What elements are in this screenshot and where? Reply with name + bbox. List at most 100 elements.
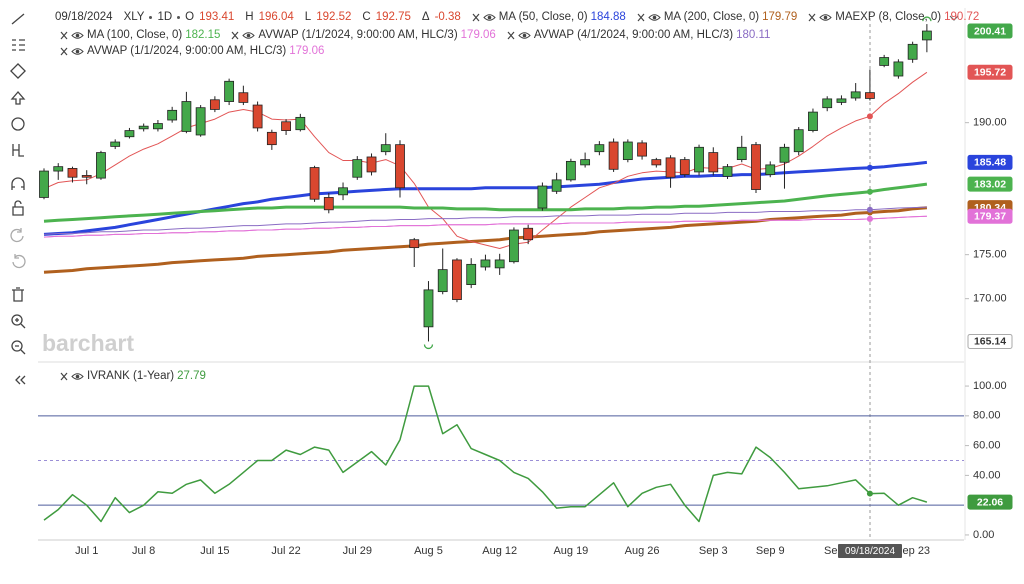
candle-body: [537, 185, 548, 209]
low-label: L: [304, 11, 312, 23]
symbol: XLY: [123, 11, 145, 23]
candle-body: [665, 157, 676, 178]
legend-name: AVWAP (4/1/2024, 9:00:00 AM, HLC/3): [533, 29, 734, 41]
candle-body: [580, 159, 591, 166]
number-tool[interactable]: [11, 117, 25, 131]
candle-body: [67, 168, 78, 178]
x-mark: [808, 13, 816, 21]
lock-tool[interactable]: [12, 200, 24, 216]
y-tick-label: 190.00: [973, 117, 1007, 129]
price-box-label: 200.41: [974, 25, 1006, 37]
candle-body: [836, 98, 847, 103]
eye-outline: [483, 13, 496, 21]
candle-body: [822, 98, 833, 109]
candle-body: [751, 144, 761, 190]
price-box: [967, 176, 1013, 192]
series-line: [43, 206, 928, 274]
collapse-toolbar[interactable]: [15, 375, 26, 385]
remove-study[interactable]: [60, 31, 68, 40]
y-tick-label: 175.00: [973, 249, 1007, 261]
candle-body: [865, 92, 875, 99]
legend-name: AVWAP (1/1/2024, 9:00:00 AM, HLC/3): [258, 29, 458, 41]
toolbar: [10, 13, 26, 385]
legend-item: IVRANK (1-Year) 27.79: [60, 370, 206, 382]
magnet-tool[interactable]: [11, 177, 25, 190]
legend-value: 179.06: [289, 45, 325, 57]
remove-study[interactable]: [231, 31, 239, 40]
legend-item: AVWAP (1/1/2024, 9:00:00 AM, HLC/3) 179.0…: [60, 45, 324, 57]
candle-body: [437, 269, 448, 293]
shape-tool[interactable]: [10, 63, 26, 79]
candle-body: [295, 116, 306, 131]
candle-body: [409, 239, 420, 249]
price-box-label: 195.72: [974, 67, 1006, 79]
low-value: 192.52: [316, 11, 352, 23]
remove-study[interactable]: [60, 372, 68, 381]
visibility-toggle[interactable]: [819, 13, 832, 22]
candle-body: [96, 152, 106, 179]
fib-tool[interactable]: [12, 39, 25, 51]
candle-body: [494, 259, 505, 269]
eye-outline: [71, 47, 84, 55]
price-box-label: 22.06: [977, 496, 1003, 508]
eye-pupil: [522, 33, 527, 37]
zoom-in-tool[interactable]: [11, 314, 23, 326]
legend-row: AVWAP (1/1/2024, 9:00:00 AM, HLC/3) 179.0…: [60, 45, 330, 57]
legend-value: 27.79: [177, 370, 206, 382]
undo-tool[interactable]: [10, 228, 24, 243]
remove-study[interactable]: [60, 47, 68, 56]
x-mark: [60, 372, 68, 380]
eye-outline: [518, 31, 531, 39]
candle-body: [238, 92, 249, 103]
candle-body: [39, 170, 49, 198]
line-tool[interactable]: [11, 13, 25, 25]
price-box: [967, 333, 1013, 349]
separator: [149, 15, 153, 19]
remove-study[interactable]: [507, 31, 515, 40]
visibility-toggle[interactable]: [242, 31, 256, 40]
delete-tool[interactable]: [12, 287, 24, 302]
visibility-toggle[interactable]: [483, 13, 496, 22]
menu-chevron[interactable]: [949, 15, 959, 21]
visibility-toggle[interactable]: [71, 31, 84, 40]
x-tick-label: Sep 3: [699, 545, 728, 557]
redo-tool[interactable]: [12, 254, 26, 269]
y-tick-label: 40.00: [973, 469, 1001, 481]
remove-study[interactable]: [472, 13, 480, 22]
candle-body: [366, 156, 377, 173]
candle-body: [281, 121, 291, 131]
eye-outline: [819, 13, 832, 21]
candle-body: [124, 130, 135, 138]
legend-name: AVWAP (1/1/2024, 9:00:00 AM, HLC/3): [87, 45, 287, 57]
date: 09/18/2024: [55, 11, 113, 23]
zoom-out-tool[interactable]: [11, 340, 23, 352]
visibility-toggle[interactable]: [71, 372, 84, 381]
visibility-toggle[interactable]: [518, 31, 531, 40]
measure-tool[interactable]: [12, 144, 24, 157]
x-mark: [60, 47, 68, 55]
candle-body: [338, 187, 348, 196]
series-line: [43, 206, 927, 235]
candle-body: [622, 141, 633, 161]
candle-body: [551, 179, 562, 192]
x-tick-label: Jul 29: [343, 545, 372, 557]
visibility-toggle[interactable]: [648, 13, 661, 22]
eye-outline: [71, 372, 84, 380]
crosshair-dot: [866, 188, 873, 195]
arrow-tool[interactable]: [10, 91, 26, 105]
legend-name: MA (50, Close, 0): [498, 11, 588, 23]
separator: [177, 15, 181, 19]
remove-study[interactable]: [637, 13, 645, 22]
remove-study[interactable]: [808, 13, 816, 22]
candle-body: [608, 141, 619, 170]
legend-item: MA (200, Close, 0) 179.79: [637, 11, 797, 23]
candle-body: [594, 144, 605, 153]
x-tick-label: Aug 19: [553, 545, 588, 557]
y-tick-label: 170.00: [973, 293, 1007, 305]
candle-body: [224, 80, 235, 102]
visibility-toggle[interactable]: [71, 47, 84, 56]
legend-name: MA (200, Close, 0): [663, 11, 760, 23]
crosshair-label-box: [838, 544, 902, 558]
close-value: 192.75: [375, 11, 411, 23]
